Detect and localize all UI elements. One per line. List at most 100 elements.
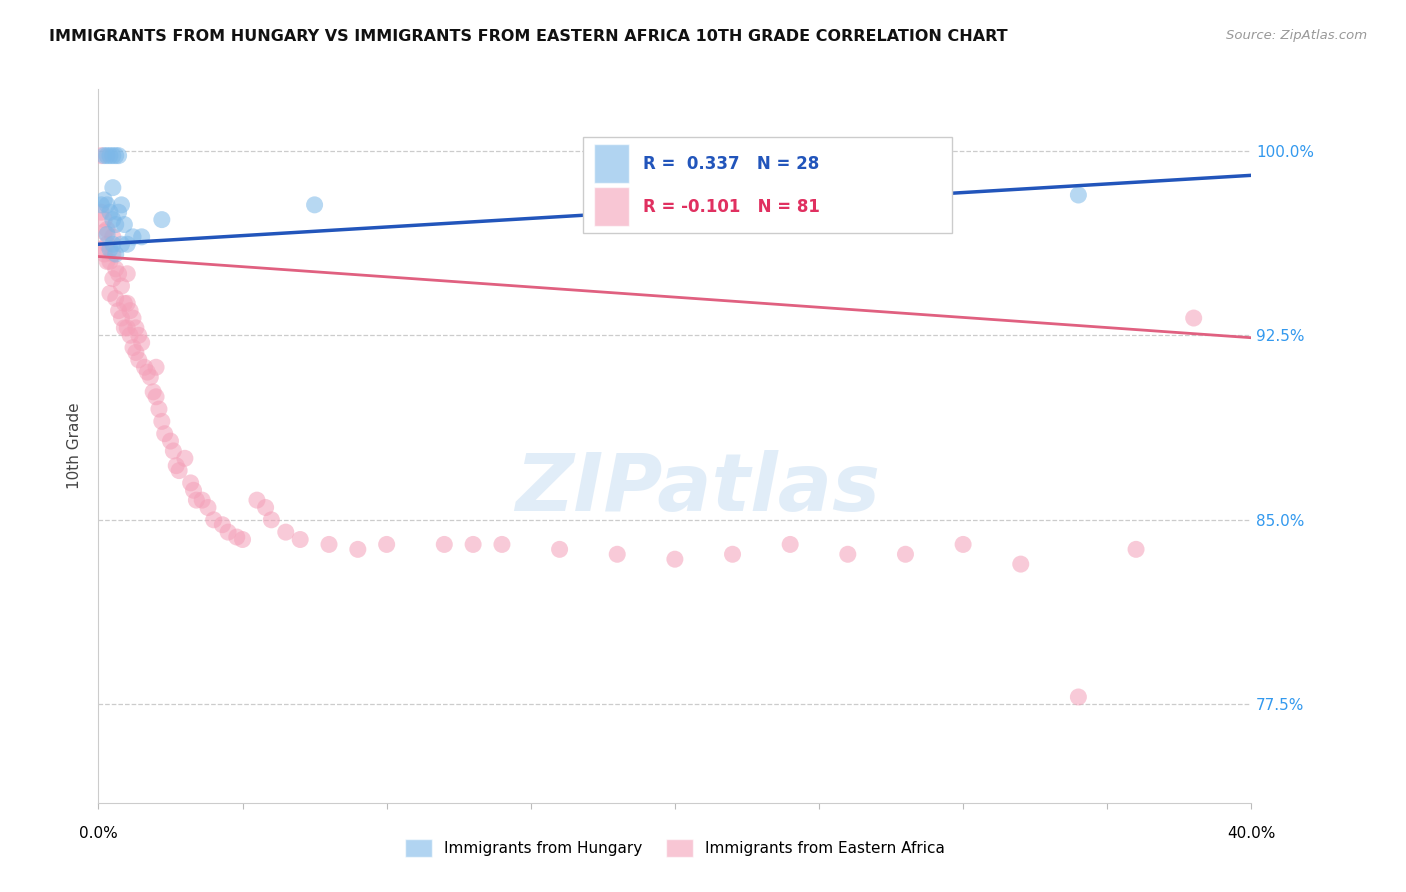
Point <box>721 547 744 561</box>
Point <box>101 148 124 162</box>
Point <box>1067 188 1090 202</box>
Point <box>150 212 173 227</box>
Point <box>217 525 239 540</box>
Point <box>191 493 214 508</box>
Point <box>894 547 917 561</box>
Point <box>592 180 614 194</box>
Point <box>112 321 135 335</box>
Point <box>98 205 121 219</box>
Point <box>952 537 974 551</box>
Point <box>202 513 225 527</box>
Point <box>98 242 121 256</box>
Point <box>246 493 269 508</box>
Point <box>183 483 205 498</box>
Point <box>90 205 112 219</box>
Point <box>104 247 127 261</box>
Point <box>128 352 150 367</box>
Bar <box>595 187 628 227</box>
Point <box>231 533 254 547</box>
Point <box>93 212 115 227</box>
Point <box>346 542 368 557</box>
Text: R = -0.101   N = 81: R = -0.101 N = 81 <box>643 198 820 216</box>
Point <box>107 148 129 162</box>
Point <box>491 537 513 551</box>
Point <box>101 271 124 285</box>
Point <box>122 341 145 355</box>
Point <box>162 444 184 458</box>
Point <box>96 237 118 252</box>
Point <box>150 414 173 428</box>
Point <box>101 180 124 194</box>
Point <box>101 230 124 244</box>
Point <box>90 198 112 212</box>
Text: IMMIGRANTS FROM HUNGARY VS IMMIGRANTS FROM EASTERN AFRICA 10TH GRADE CORRELATION: IMMIGRANTS FROM HUNGARY VS IMMIGRANTS FR… <box>49 29 1008 44</box>
Point <box>131 335 153 350</box>
Point <box>134 360 156 375</box>
Point <box>107 205 129 219</box>
Point <box>125 321 148 335</box>
Point <box>180 475 202 490</box>
Point <box>1182 311 1205 326</box>
Point <box>110 237 132 252</box>
Point <box>104 291 127 305</box>
Point <box>274 525 297 540</box>
Point <box>93 148 115 162</box>
Point <box>142 384 165 399</box>
Text: Source: ZipAtlas.com: Source: ZipAtlas.com <box>1226 29 1367 42</box>
Point <box>120 328 142 343</box>
Point <box>211 517 233 532</box>
Point <box>225 530 247 544</box>
Point <box>120 303 142 318</box>
Legend: Immigrants from Hungary, Immigrants from Eastern Africa: Immigrants from Hungary, Immigrants from… <box>398 833 952 863</box>
Point <box>110 198 132 212</box>
Point <box>167 464 190 478</box>
Point <box>1125 542 1147 557</box>
Point <box>145 360 167 375</box>
Point <box>96 222 118 236</box>
Point <box>122 311 145 326</box>
Bar <box>595 145 628 184</box>
Point <box>165 458 187 473</box>
Point <box>117 321 139 335</box>
Point <box>1067 690 1090 704</box>
Point <box>90 242 112 256</box>
Point <box>98 286 121 301</box>
Text: 0.0%: 0.0% <box>79 826 118 840</box>
Point <box>93 225 115 239</box>
Point <box>112 218 135 232</box>
Point <box>318 537 340 551</box>
Point <box>606 547 628 561</box>
Point <box>104 261 127 276</box>
Point <box>174 451 197 466</box>
Point <box>107 303 129 318</box>
Point <box>117 267 139 281</box>
Point <box>90 148 112 162</box>
Point <box>148 402 170 417</box>
Point <box>159 434 181 448</box>
Point <box>122 230 145 244</box>
Point <box>139 370 162 384</box>
Point <box>96 148 118 162</box>
Point <box>96 254 118 268</box>
Point <box>197 500 219 515</box>
Point <box>128 328 150 343</box>
Point <box>461 537 484 551</box>
FancyBboxPatch shape <box>582 137 952 234</box>
Point <box>254 500 277 515</box>
Point <box>117 296 139 310</box>
Point <box>131 230 153 244</box>
Text: ZIPatlas: ZIPatlas <box>516 450 880 528</box>
Point <box>664 552 686 566</box>
Point <box>110 279 132 293</box>
Point <box>93 193 115 207</box>
Point <box>104 148 127 162</box>
Point <box>98 254 121 268</box>
Point <box>433 537 456 551</box>
Point <box>101 212 124 227</box>
Point <box>260 513 283 527</box>
Point <box>104 218 127 232</box>
Point <box>136 365 159 379</box>
Point <box>1010 557 1032 571</box>
Point <box>98 148 121 162</box>
Text: R =  0.337   N = 28: R = 0.337 N = 28 <box>643 155 818 173</box>
